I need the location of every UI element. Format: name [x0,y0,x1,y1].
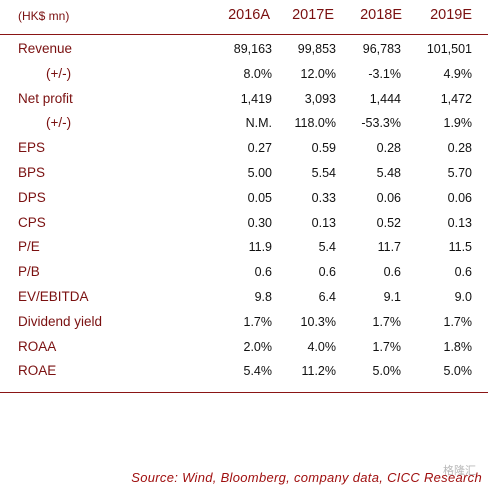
row-label: P/B [18,264,40,280]
cell-value: 1.7% [243,314,273,329]
cell-value: 89,163 [233,42,272,56]
row-label: P/E [18,239,40,255]
year-header-2018e: 2018E [360,7,402,23]
cell-value: 9.1 [383,289,401,304]
cell-value: 0.30 [247,215,272,230]
cell-value: 11.2% [301,364,336,379]
year-header-2017e: 2017E [292,7,334,23]
cell-value: 5.48 [376,165,401,180]
cell-value: 1,444 [369,91,401,106]
cell-value: 1.7% [443,314,473,329]
cell-value: 0.33 [311,190,336,205]
cell-value: 1,472 [440,91,472,106]
table-row-cps: CPS 0.30 0.13 0.52 0.13 [0,212,488,237]
cell-value: 0.6 [254,265,272,280]
cell-value: 0.05 [247,190,272,205]
cell-value: 5.0% [372,364,402,379]
cell-value: 0.13 [447,215,472,230]
cell-value: 0.59 [311,141,336,156]
row-label: ROAE [18,363,57,379]
cell-value: 0.52 [376,215,401,230]
cell-value: 118.0% [294,116,336,131]
source-note: Source: Wind, Bloomberg, company data, C… [131,470,482,485]
cell-value: 101,501 [426,42,472,56]
table-row-net-profit: Net profit 1,419 3,093 1,444 1,472 [0,88,488,113]
cell-value: 9.0 [454,289,472,304]
cell-value: 6.4 [318,289,336,304]
cell-value: 0.27 [247,141,272,156]
cell-value: 3,093 [304,91,336,106]
table-row-roae: ROAE 5.4% 11.2% 5.0% 5.0% [0,360,488,385]
cell-value: 0.28 [376,141,401,156]
row-label: DPS [18,189,46,205]
cell-value: 5.70 [447,165,472,180]
header-divider [0,34,488,35]
cell-value: 1.7% [372,339,402,354]
cell-value: 1.7% [372,314,402,329]
cell-value: 11.7 [377,240,401,255]
unit-label: (HK$ mn) [18,9,70,23]
cell-value: 96,783 [362,42,401,56]
cell-value: 5.54 [311,165,336,180]
row-label: Net profit [18,90,73,106]
table-row-dps: DPS 0.05 0.33 0.06 0.06 [0,187,488,212]
row-label: Revenue [18,41,73,56]
cell-value: 4.0% [307,339,337,354]
table-row-ev-ebitda: EV/EBITDA 9.8 6.4 9.1 9.0 [0,286,488,311]
cell-value: 2.0% [243,339,273,354]
cell-value: -53.3% [361,116,401,131]
row-label: ROAA [18,338,57,354]
table-row-revenue-growth: (+/-) 8.0% 12.0% -3.1% 4.9% [0,63,488,88]
cell-value: 5.00 [247,165,272,180]
row-label: EPS [18,140,46,156]
row-label: EV/EBITDA [18,288,89,304]
cell-value: 9.8 [254,289,272,304]
cell-value: 0.06 [447,190,472,205]
cell-value: 1.9% [443,116,473,131]
cell-value: 1.8% [443,339,473,354]
table-header: (HK$ mn) 2016A 2017E 2018E 2019E [0,0,488,34]
cell-value: 0.6 [318,265,336,280]
table-row-pe: P/E 11.9 5.4 11.7 11.5 [0,236,488,261]
bottom-divider [0,392,488,393]
cell-value: 11.9 [248,240,272,255]
cell-value: 0.6 [454,265,472,280]
cell-value: 10.3% [300,314,336,329]
cell-value: 12.0% [300,66,336,81]
row-label: BPS [18,164,46,180]
row-label: (+/-) [46,115,72,131]
cell-value: 0.06 [376,190,401,205]
cell-value: 1,419 [240,91,272,106]
table-row-dividend-yield: Dividend yield 1.7% 10.3% 1.7% 1.7% [0,311,488,336]
cell-value: N.M. [245,116,272,131]
cell-value: 99,853 [297,42,336,56]
cell-value: -3.1% [368,66,401,81]
table-row-pb: P/B 0.6 0.6 0.6 0.6 [0,261,488,286]
row-label: CPS [18,214,46,230]
table-row-bps: BPS 5.00 5.54 5.48 5.70 [0,162,488,187]
cell-value: 0.6 [383,265,401,280]
cell-value: 5.4% [243,364,273,379]
table-row-net-profit-growth: (+/-) N.M. 118.0% -53.3% 1.9% [0,112,488,137]
row-label: (+/-) [46,65,72,81]
table-row-revenue: Revenue 89,163 99,853 96,783 101,501 [0,38,488,63]
watermark-logo: 格隆汇 [443,465,476,477]
row-label: Dividend yield [18,313,103,329]
cell-value: 5.0% [443,364,473,379]
cell-value: 5.4 [318,240,336,255]
table-row-eps: EPS 0.27 0.59 0.28 0.28 [0,137,488,162]
cell-value: 0.28 [447,141,472,156]
year-header-2016a: 2016A [228,7,270,23]
year-header-2019e: 2019E [430,7,472,23]
table-row-roaa: ROAA 2.0% 4.0% 1.7% 1.8% [0,336,488,361]
cell-value: 8.0% [243,66,273,81]
cell-value: 0.13 [311,215,336,230]
table-body: Revenue 89,163 99,853 96,783 101,501 (+/… [0,38,488,385]
cell-value: 11.5 [448,240,472,255]
cell-value: 4.9% [443,66,473,81]
